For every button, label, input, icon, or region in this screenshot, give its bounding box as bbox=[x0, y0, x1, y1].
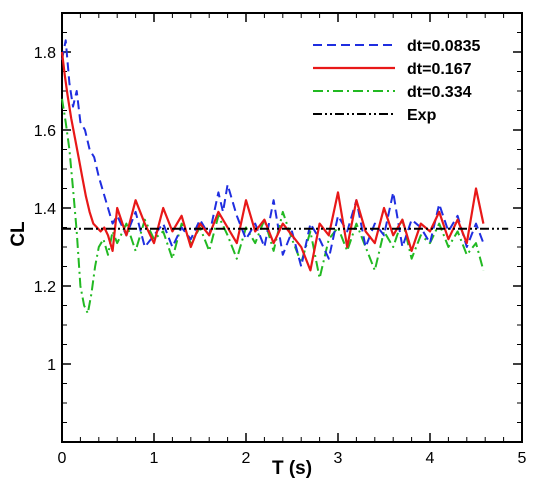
legend-label: dt=0.0835 bbox=[407, 38, 480, 55]
y-tick-label: 1 bbox=[47, 357, 56, 374]
y-tick-label: 1.6 bbox=[34, 123, 56, 140]
series-line-2 bbox=[61, 98, 485, 315]
x-axis-label: T (s) bbox=[272, 458, 312, 479]
x-tick-label: 4 bbox=[426, 450, 435, 467]
x-tick-label: 1 bbox=[150, 450, 159, 467]
legend: dt=0.0835 dt=0.167 dt=0.334 Exp bbox=[313, 38, 480, 124]
x-tick-label: 2 bbox=[242, 450, 251, 467]
x-tick-label: 5 bbox=[518, 450, 527, 467]
legend-label: dt=0.167 bbox=[407, 61, 472, 78]
y-tick-label: 1.8 bbox=[34, 45, 56, 62]
y-tick-label: 1.2 bbox=[34, 279, 56, 296]
x-tick-label: 0 bbox=[58, 450, 67, 467]
series-line-0 bbox=[61, 39, 485, 268]
legend-label: dt=0.334 bbox=[407, 84, 472, 101]
tick-labels: 0 1 2 3 4 5 1 1.2 1.4 1.6 1.8 bbox=[34, 45, 527, 467]
x-tick-label: 3 bbox=[334, 450, 343, 467]
y-axis-label: CL bbox=[8, 221, 29, 247]
series-line-1 bbox=[60, 51, 485, 272]
y-tick-label: 1.4 bbox=[34, 201, 56, 218]
series-group bbox=[60, 39, 509, 315]
legend-label: Exp bbox=[407, 107, 437, 124]
axis-ticks bbox=[61, 13, 523, 442]
